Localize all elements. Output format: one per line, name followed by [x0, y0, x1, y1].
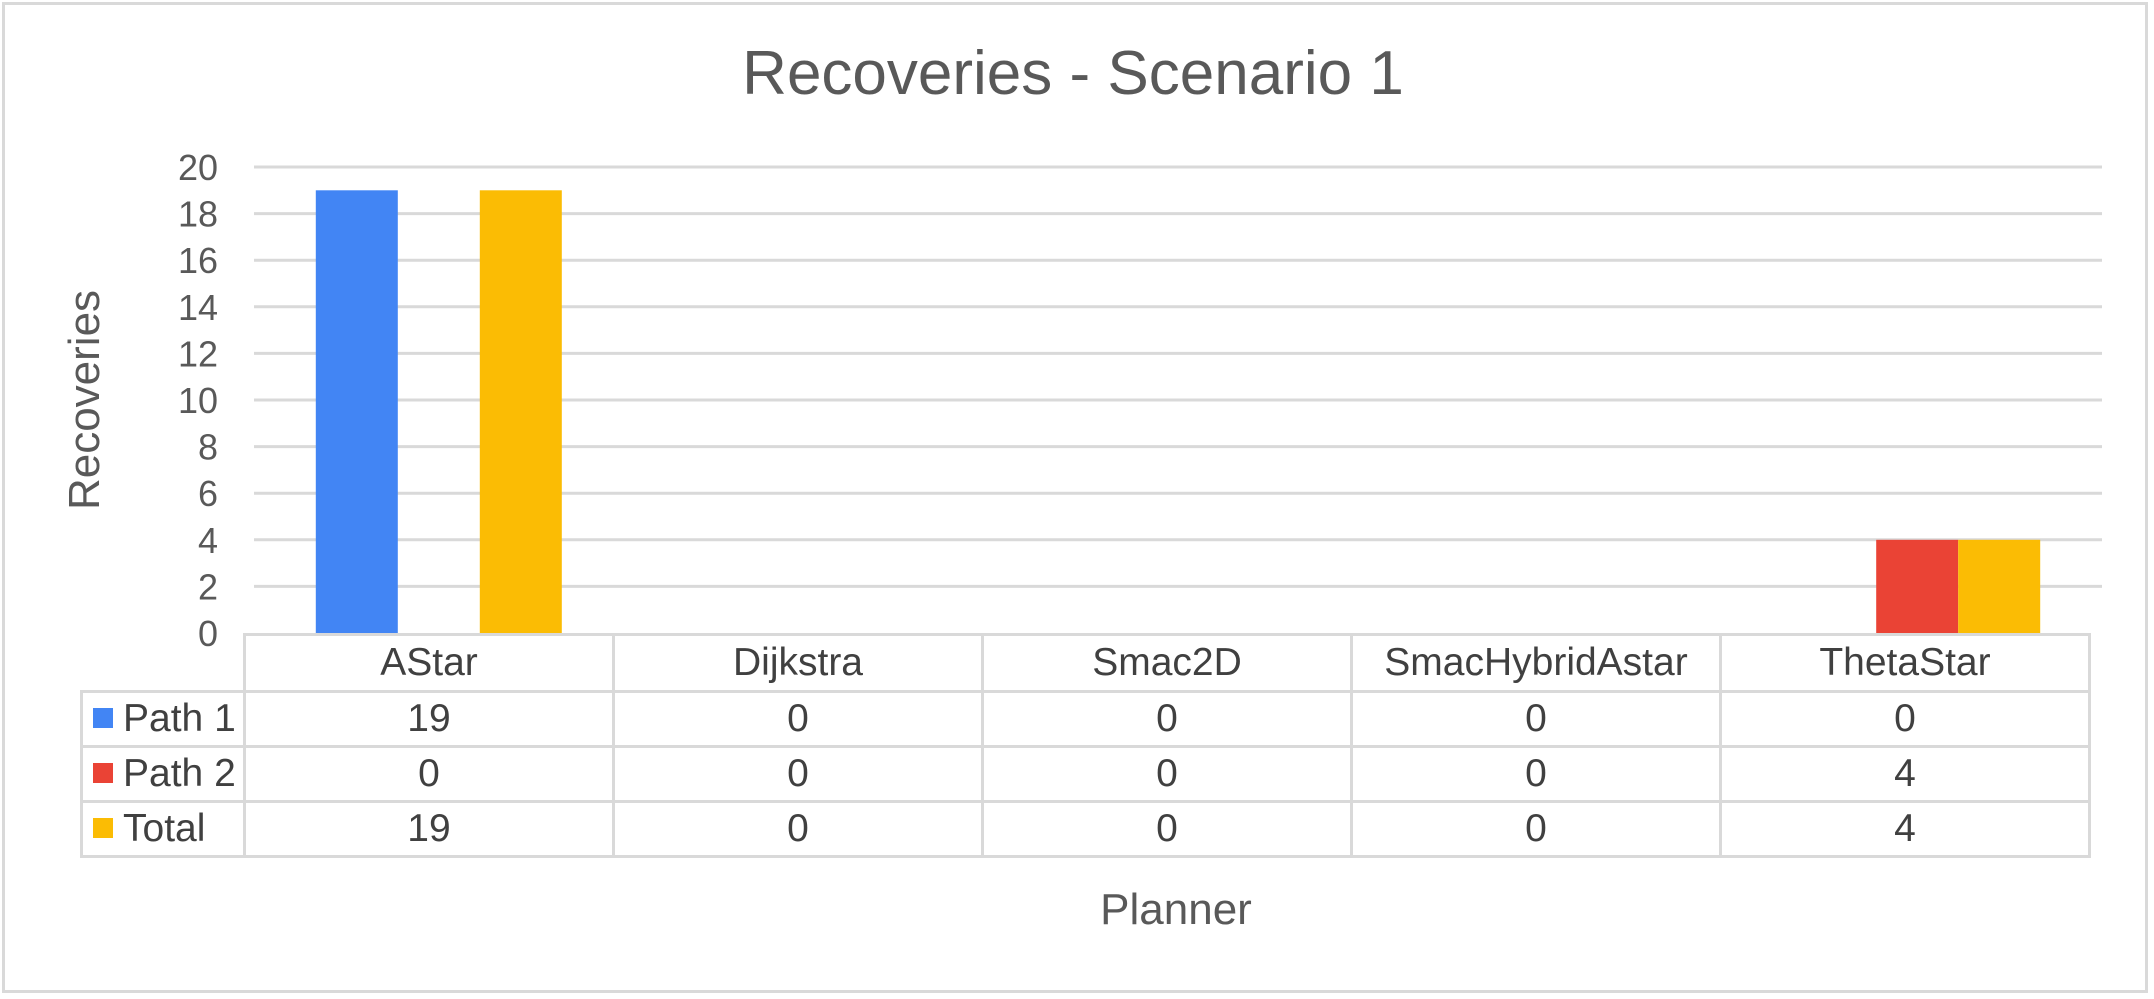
bar-total-astar — [479, 190, 562, 634]
y-tick-label: 8 — [198, 427, 218, 468]
data-label: 0 — [1350, 800, 1722, 858]
bar-path-1-astar — [315, 190, 398, 634]
table-header-row: AStar Dijkstra Smac2D SmacHybridAstar ThetaS… — [81, 633, 2091, 693]
data-label: 0 — [981, 745, 1353, 803]
gridlines — [254, 165, 2102, 588]
y-tick-label: 10 — [178, 380, 218, 421]
data-label: 0 — [981, 690, 1353, 748]
y-tick-label: 12 — [178, 333, 218, 374]
data-label: 4 — [1719, 800, 2091, 858]
table-row: Path 1 19 0 0 0 0 — [80, 690, 2091, 748]
data-label: 0 — [612, 800, 984, 858]
table-corner — [81, 634, 246, 693]
series-name: Path 2 — [123, 752, 236, 795]
category-label: Dijkstra — [612, 633, 984, 693]
legend-swatch — [93, 762, 113, 783]
data-label: 0 — [243, 745, 615, 803]
category-label: ThetaStar — [1719, 633, 2091, 693]
data-label: 0 — [612, 745, 984, 803]
category-label: Smac2D — [981, 633, 1353, 693]
data-label: 0 — [1350, 690, 1722, 748]
y-tick-label: 4 — [198, 520, 218, 561]
y-tick-label: 2 — [198, 566, 218, 607]
category-label: SmacHybridAstar — [1350, 633, 1722, 693]
category-label: AStar — [243, 633, 615, 693]
legend-swatch — [93, 817, 113, 838]
chart-title: Recoveries - Scenario 1 — [742, 39, 1404, 108]
legend-entry: Path 2 — [80, 745, 246, 803]
data-label: 0 — [1350, 745, 1722, 803]
data-label: 19 — [243, 800, 615, 858]
y-tick-label: 18 — [178, 194, 218, 235]
y-tick-label: 20 — [178, 147, 218, 188]
legend-swatch — [93, 707, 113, 728]
data-label: 0 — [612, 690, 984, 748]
y-tick-label: 6 — [198, 473, 218, 514]
data-label: 0 — [981, 800, 1353, 858]
series-name: Total — [123, 807, 206, 850]
data-label: 19 — [243, 690, 615, 748]
series-name: Path 1 — [123, 697, 236, 740]
y-tick-label: 14 — [178, 287, 218, 328]
bars — [315, 190, 2041, 634]
y-tick-label: 16 — [178, 240, 218, 281]
bar-total-thetastar — [1958, 539, 2041, 633]
table-row: Total 19 0 0 0 4 — [80, 800, 2091, 858]
legend-entry: Total — [80, 800, 246, 858]
data-table: AStar Dijkstra Smac2D SmacHybridAstar ThetaS… — [80, 633, 2091, 858]
x-axis-label: Planner — [1100, 885, 1252, 934]
legend-entry: Path 1 — [80, 690, 246, 748]
bar-path-2-thetastar — [1876, 539, 1959, 633]
data-label: 4 — [1719, 745, 2091, 803]
data-label: 0 — [1719, 690, 2091, 748]
